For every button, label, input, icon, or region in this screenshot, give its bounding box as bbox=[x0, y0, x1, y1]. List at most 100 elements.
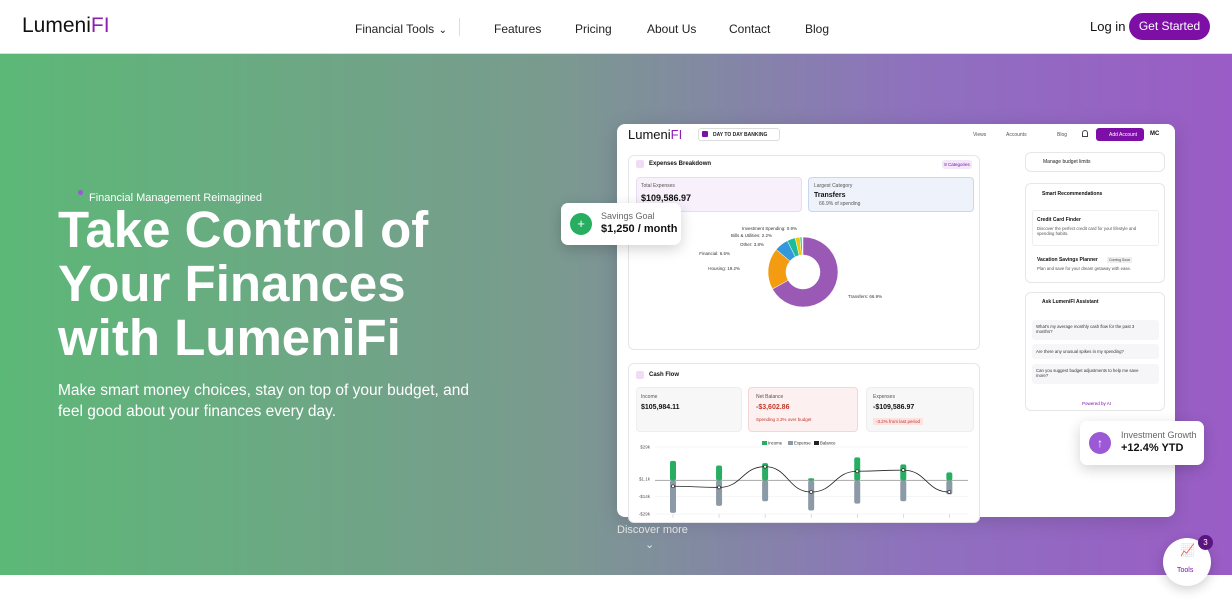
question-box[interactable] bbox=[1032, 320, 1159, 340]
bar bbox=[900, 464, 907, 481]
slice-label: Investment Spending: 0.9% bbox=[742, 226, 797, 231]
legend-label: Income bbox=[768, 441, 783, 446]
balance-point bbox=[901, 468, 906, 472]
logo-accent: FI bbox=[90, 14, 110, 37]
balance-point bbox=[717, 485, 721, 490]
discover-more[interactable]: Discover more bbox=[617, 524, 688, 536]
rec-text: Discover the perfect credit card for you… bbox=[1037, 226, 1137, 236]
stat-label: Total Expenses bbox=[641, 183, 675, 189]
stat-label: Largest Category bbox=[814, 183, 853, 189]
divider bbox=[459, 18, 460, 36]
cta-button[interactable]: Get Started bbox=[1129, 13, 1210, 40]
tools-icon: 📈 bbox=[1180, 543, 1195, 557]
stat-value: $109,586.97 bbox=[641, 193, 692, 203]
mode-select[interactable]: DAY TO DAY BANKING bbox=[698, 128, 780, 141]
y-tick-label: -$14k bbox=[639, 494, 651, 499]
savings-label: Savings Goal bbox=[601, 211, 655, 221]
title-line: with LumeniFi bbox=[58, 309, 401, 366]
rec-text: Plan and save for your dream getaway wit… bbox=[1037, 266, 1132, 271]
add-account-button[interactable]: Add Account bbox=[1096, 128, 1144, 141]
nav-link[interactable]: Blog bbox=[805, 22, 830, 36]
bar bbox=[670, 460, 676, 481]
bar bbox=[808, 478, 815, 481]
bar bbox=[670, 480, 676, 513]
legend-swatch bbox=[788, 441, 793, 445]
y-tick-label: -$29k bbox=[639, 512, 651, 517]
slice-label: Bills & Utilities: 2.2% bbox=[731, 233, 772, 238]
bar bbox=[716, 480, 723, 506]
stat-label: Net Balance bbox=[756, 394, 784, 400]
nav-link[interactable]: Contact bbox=[729, 22, 771, 36]
bar bbox=[716, 465, 723, 481]
avatar[interactable]: MC bbox=[1150, 131, 1160, 137]
chevron: ⌄ bbox=[438, 25, 447, 36]
balance-point bbox=[809, 490, 813, 494]
question: What's my average monthly cash flow for … bbox=[1036, 324, 1135, 334]
header-link[interactable]: Blog bbox=[1057, 132, 1068, 138]
donut-slice bbox=[772, 236, 839, 308]
bar bbox=[762, 480, 769, 502]
balance-point bbox=[947, 490, 952, 494]
slice-label: Housing: 19.2% bbox=[708, 266, 740, 271]
card-icon bbox=[636, 160, 644, 168]
slice-label: Transfers: 66.9% bbox=[848, 294, 882, 299]
budget-link[interactable] bbox=[1025, 152, 1165, 172]
stat-label: Income bbox=[641, 394, 658, 400]
legend-swatch bbox=[762, 441, 767, 445]
title-line: Take Control of bbox=[58, 201, 429, 258]
logo[interactable]: LumeniFI bbox=[22, 14, 110, 38]
card-icon bbox=[636, 371, 644, 379]
navbar bbox=[0, 0, 1232, 54]
nav-link[interactable]: About Us bbox=[647, 22, 697, 36]
savings-value: $1,250 / month bbox=[601, 223, 678, 235]
nav-link[interactable]: Pricing bbox=[575, 22, 612, 36]
stat-box bbox=[636, 387, 742, 432]
stat-note: 66.9% of spending bbox=[819, 201, 861, 207]
stat-value: $105,984.11 bbox=[641, 404, 680, 411]
rec-item[interactable] bbox=[1032, 210, 1159, 246]
legend-swatch bbox=[814, 441, 819, 445]
header-link[interactable]: Views bbox=[973, 132, 987, 138]
powered-by: Powered by AI bbox=[1082, 401, 1112, 406]
card-title: Ask LumeniFI Assistant bbox=[1042, 299, 1099, 305]
card-title: Expenses Breakdown bbox=[649, 161, 712, 167]
nav-link[interactable]: Financial Tools bbox=[355, 22, 435, 36]
investment-value: +12.4% YTD bbox=[1121, 442, 1184, 454]
budget-text: Manage budget limits bbox=[1043, 159, 1091, 165]
logo-text: Lumeni bbox=[628, 127, 671, 142]
badge: 8 Categories bbox=[942, 160, 972, 169]
question-box[interactable] bbox=[1032, 344, 1159, 359]
tools-badge: 3 bbox=[1198, 535, 1213, 550]
slice-label: Other: 3.8% bbox=[740, 242, 764, 247]
largest-box bbox=[808, 177, 974, 212]
bar bbox=[946, 480, 953, 495]
investment-label: Investment Growth bbox=[1121, 430, 1197, 440]
card-title: Smart Recommendations bbox=[1042, 191, 1103, 197]
bar bbox=[854, 480, 861, 504]
stat-value: Transfers bbox=[814, 192, 846, 199]
bar bbox=[854, 457, 861, 481]
stat-note: -3.2% from last period bbox=[873, 418, 924, 425]
bar bbox=[808, 480, 815, 511]
rec-title: Credit Card Finder bbox=[1037, 217, 1081, 223]
logo-text: Lumeni bbox=[22, 14, 91, 37]
tools-label: Tools bbox=[1177, 567, 1194, 574]
nav-link[interactable]: Features bbox=[494, 22, 542, 36]
login-link[interactable]: Log in bbox=[1090, 19, 1126, 34]
recs-card bbox=[1025, 183, 1165, 283]
question: Are there any unusual spikes in my spend… bbox=[1036, 349, 1124, 354]
header-link[interactable]: Accounts bbox=[1006, 132, 1027, 138]
bar bbox=[946, 472, 953, 481]
logo-accent: FI bbox=[670, 127, 683, 142]
stat-label: Expenses bbox=[873, 394, 895, 400]
question-box[interactable] bbox=[1032, 364, 1159, 384]
hero-title: Take Control of Your Finances with Lumen… bbox=[58, 203, 428, 365]
plus-icon: + bbox=[570, 213, 592, 235]
bell-icon[interactable] bbox=[1082, 130, 1088, 137]
chevron: ⌄ bbox=[645, 539, 655, 551]
stat-value: -$109,586.97 bbox=[873, 404, 915, 411]
card-title: Cash Flow bbox=[649, 372, 680, 378]
balance-point bbox=[763, 464, 767, 469]
eyebrow-dot bbox=[78, 190, 83, 195]
